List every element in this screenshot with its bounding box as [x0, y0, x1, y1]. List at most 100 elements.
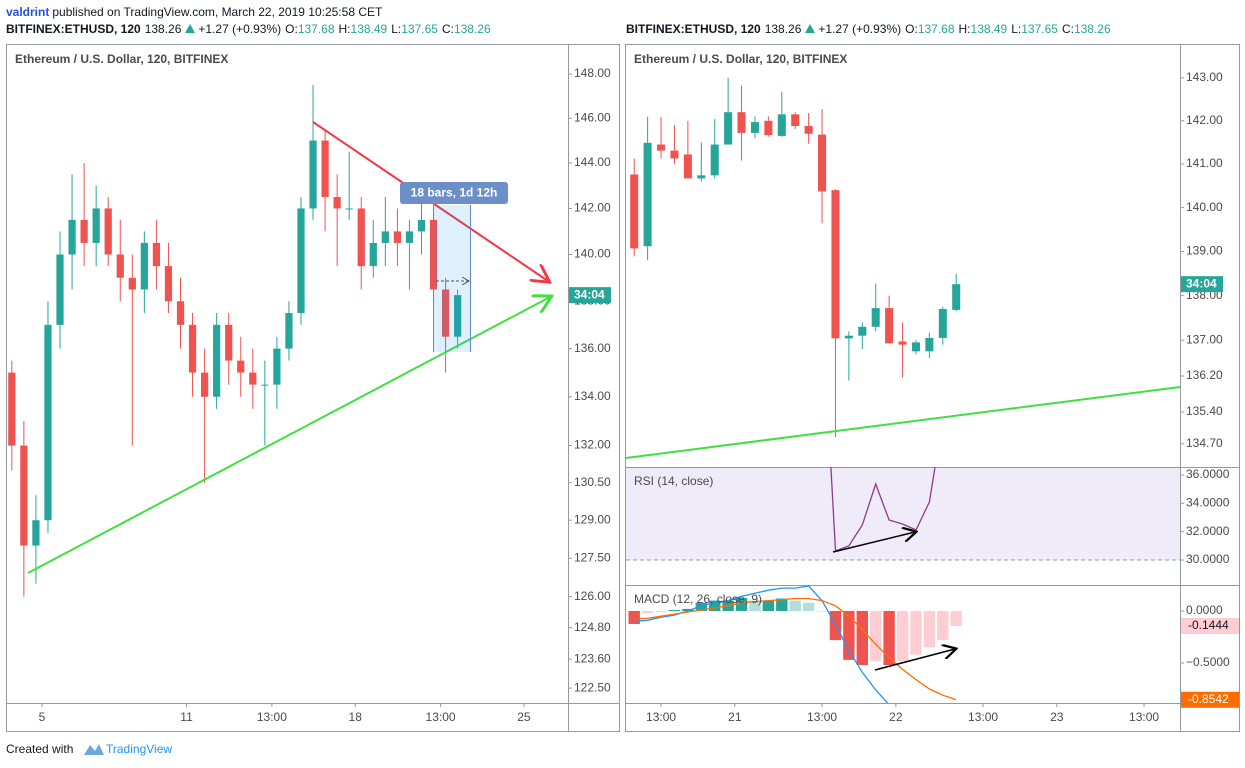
y-tick-label: 127.50: [574, 550, 611, 564]
ohlc-value: 137.65: [401, 22, 438, 36]
candle-body: [777, 114, 786, 136]
candle-body: [697, 175, 706, 179]
candle-body: [381, 231, 389, 243]
y-tick-label: 132.00: [574, 438, 611, 452]
histogram-last-box: [1181, 618, 1239, 635]
candle-body: [140, 242, 148, 290]
indicator-line: [634, 597, 957, 701]
y-tick-label: 134.70: [1186, 436, 1223, 450]
up-icon-shape: [805, 24, 816, 33]
x-tick-label: 18: [349, 710, 363, 724]
brand[interactable]: TradingView: [106, 742, 172, 756]
histogram-bar: [776, 598, 788, 611]
y-tick-label: 142.00: [574, 201, 611, 215]
rsi-band: [626, 467, 1180, 561]
histogram-bar: [749, 600, 761, 611]
candle-body: [764, 120, 773, 136]
last-price-box: [569, 287, 611, 304]
candle-body: [925, 337, 934, 352]
ohlc-value: 138.26: [1073, 22, 1111, 36]
y-tick-label: 134.00: [574, 389, 611, 403]
y-tick-label: 143.00: [1186, 70, 1223, 84]
ohlc-label: H:: [958, 22, 971, 36]
publish-line: valdrint published on TradingView.com, Ma…: [6, 5, 386, 19]
histogram-last-label: -0.1444: [1188, 618, 1229, 632]
date-range-label-box: [400, 182, 508, 204]
y-tick-label: 0.0000: [1186, 603, 1223, 617]
y-tick-label: −0.5000: [1186, 655, 1230, 669]
x-tick-label: 13:00: [968, 710, 998, 724]
candle-body: [261, 384, 269, 386]
trend-line[interactable]: [27, 297, 550, 574]
ohlc-label: C:: [1061, 22, 1074, 36]
histogram-bar: [950, 610, 962, 627]
date-range-label: 18 bars, 1d 12h: [411, 186, 498, 200]
candle-body: [20, 445, 28, 546]
candle-body: [8, 372, 16, 446]
x-tick-label: 5: [39, 710, 46, 724]
candle-body: [630, 174, 639, 249]
candle-body: [885, 308, 894, 344]
histogram-bar: [870, 610, 882, 661]
last-price: 138.26: [144, 22, 182, 36]
ohlc-value: 137.68: [917, 22, 955, 36]
y-tick-label: 135.40: [1186, 404, 1223, 418]
signal-last-box: [1181, 691, 1239, 708]
indicator-line: [830, 467, 936, 552]
y-tick-label: 139.00: [1186, 244, 1223, 258]
candle-body: [164, 266, 173, 302]
candle-body: [357, 208, 365, 267]
y-tick-label: 137.00: [1186, 332, 1223, 346]
x-tick-label: 25: [517, 710, 531, 724]
histogram-bar: [816, 610, 828, 612]
candle-body: [710, 144, 719, 176]
author[interactable]: valdrint: [6, 5, 50, 19]
histogram-bar: [802, 602, 815, 611]
divergence-arrow[interactable]: [832, 532, 915, 553]
candle-body: [176, 301, 185, 325]
ohlc-value: 137.65: [1021, 22, 1058, 36]
quote-line: BITFINEX:ETHUSD, 120 138.26 +1.27 (+0.93%)…: [626, 22, 1115, 36]
candle-body: [32, 520, 40, 546]
pane-title: MACD (12, 26, close, 9): [634, 592, 762, 606]
candle-body: [938, 308, 947, 338]
pane: [628, 585, 962, 703]
pane: [8, 85, 462, 597]
candle-body: [152, 242, 161, 267]
candle-body: [104, 208, 112, 255]
histogram-bar: [655, 610, 667, 613]
indicator-line: [634, 585, 889, 703]
candle-body: [237, 360, 245, 373]
candle-body: [405, 231, 414, 243]
x-tick-label: 11: [180, 710, 193, 724]
symbol: BITFINEX:ETHUSD, 120: [6, 22, 141, 36]
x-tick-label: 13:00: [807, 710, 837, 724]
date-range[interactable]: [433, 205, 471, 352]
candle-body: [393, 231, 402, 243]
histogram-bar: [883, 610, 895, 666]
up-icon: [185, 24, 196, 33]
candle-body: [80, 219, 88, 243]
candle-body: [116, 254, 124, 278]
candle-body: [750, 122, 759, 133]
candle-body: [417, 219, 426, 232]
ohlc-label: L:: [391, 22, 402, 36]
candle-body: [369, 242, 377, 267]
histogram-bar: [856, 610, 868, 666]
y-tick-label: 140.00: [574, 247, 611, 261]
y-tick-label: 141.00: [1186, 156, 1223, 170]
ohlc-label: L:: [1011, 22, 1022, 36]
published: published on TradingView.com, March 22, …: [52, 5, 383, 19]
candle-body: [297, 208, 305, 314]
y-tick-label: 30.0000: [1186, 552, 1230, 566]
brand-logo[interactable]: [84, 744, 104, 755]
y-tick-label: 122.50: [574, 680, 611, 694]
divergence-arrow[interactable]: [874, 649, 955, 671]
last-price-label: 34:04: [1186, 276, 1217, 290]
trend-line[interactable]: [625, 386, 1181, 459]
y-tick-label: 148.00: [574, 66, 611, 80]
y-tick-label: 130.50: [574, 475, 611, 489]
candle-body: [454, 295, 462, 337]
